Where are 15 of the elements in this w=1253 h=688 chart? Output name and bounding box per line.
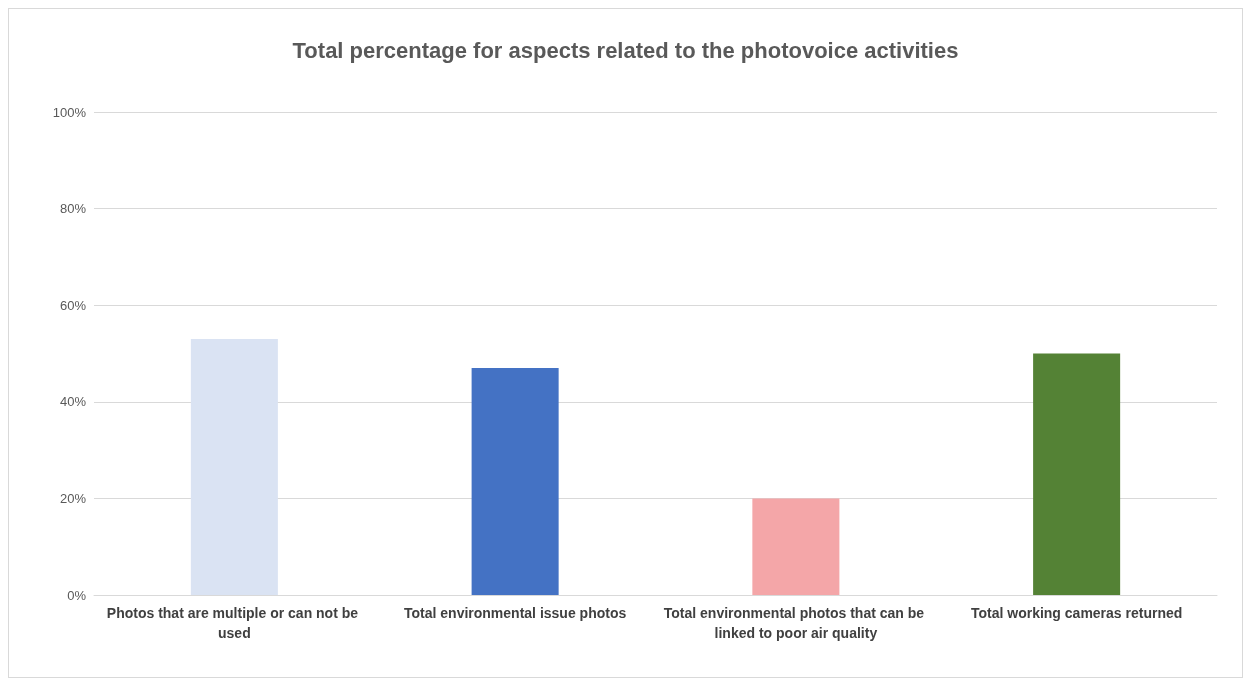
x-tick-label: Total environmental issue photos bbox=[404, 605, 627, 621]
y-tick-label: 0% bbox=[67, 587, 87, 603]
x-tick-label: Total working cameras returned bbox=[970, 605, 1183, 621]
x-tick-label: Total environmental photos that can be linked to poor air quality bbox=[663, 605, 928, 641]
y-tick-label: 100% bbox=[52, 104, 87, 120]
y-tick-label: 60% bbox=[59, 297, 87, 313]
x-tick-label: Photos that are multiple or can not be used bbox=[106, 605, 362, 641]
bar bbox=[752, 498, 840, 595]
bar bbox=[1033, 353, 1121, 595]
bar bbox=[471, 367, 559, 595]
y-tick-label: 80% bbox=[59, 201, 87, 217]
chart-title: Total percentage for aspects related to the photovoice activities bbox=[292, 37, 959, 63]
bar bbox=[190, 339, 278, 595]
y-tick-label: 20% bbox=[59, 490, 87, 506]
y-tick-label: 40% bbox=[59, 394, 87, 410]
